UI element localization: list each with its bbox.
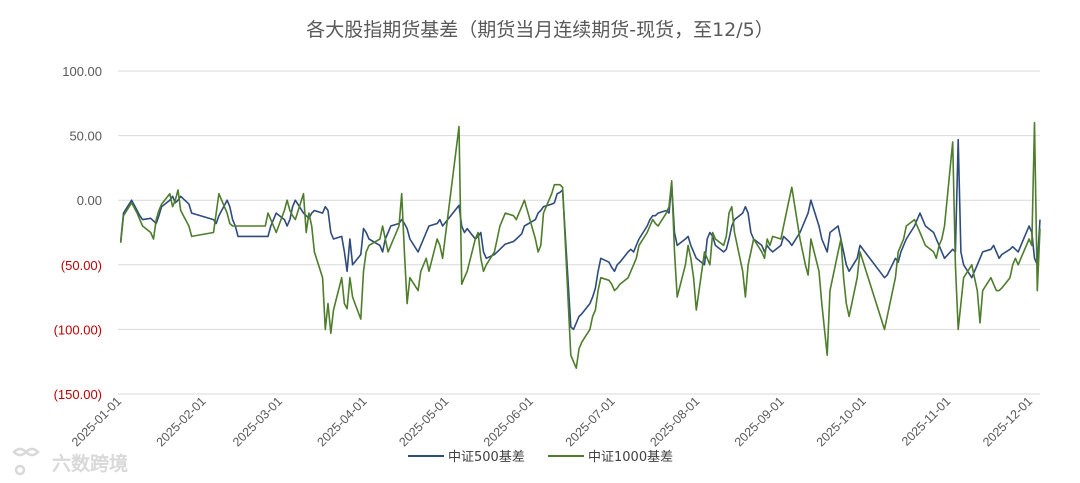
x-tick-label: 2025-10-01 [814, 394, 869, 449]
series-line-zz500 [119, 138, 1041, 331]
y-axis-ticks: 100.00 50.00 0.00 (50.00) (100.00) (150.00) [54, 64, 102, 402]
watermark-text: 六数跨境 [52, 452, 128, 475]
x-tick-label: 2025-04-01 [315, 394, 370, 449]
x-tick-label: 2025-12-01 [980, 394, 1035, 449]
legend: 中证500基差 中证1000基差 [408, 450, 673, 465]
x-axis-ticks: 2025-01-01 2025-02-01 2025-03-01 2025-04-01… [69, 394, 1035, 449]
x-tick-label: 2025-07-01 [563, 394, 618, 449]
series-line-zz1000 [119, 121, 1041, 370]
legend-label-zz500: 中证500基差 [448, 450, 525, 465]
y-tick-label: 50.00 [69, 129, 102, 144]
watermark-logo [12, 447, 40, 476]
y-tick-label: 100.00 [62, 64, 102, 79]
watermark: 六数跨境 [12, 447, 128, 476]
grid-lines [118, 70, 1040, 395]
series-lines [119, 121, 1041, 370]
x-tick-label: 2025-03-01 [230, 394, 285, 449]
y-tick-label: (150.00) [54, 387, 102, 402]
x-tick-label: 2025-05-01 [396, 394, 451, 449]
x-tick-label: 2025-08-01 [647, 394, 702, 449]
legend-label-zz1000: 中证1000基差 [588, 450, 673, 465]
x-tick-label: 2025-01-01 [69, 394, 124, 449]
x-tick-label: 2025-11-01 [899, 394, 953, 448]
x-tick-label: 2025-06-01 [481, 394, 536, 449]
x-tick-label: 2025-02-01 [154, 394, 209, 449]
x-tick-label: 2025-09-01 [732, 394, 787, 449]
y-tick-label: 0.00 [77, 193, 102, 208]
y-tick-label: (50.00) [61, 258, 102, 273]
y-tick-label: (100.00) [54, 322, 102, 337]
chart-title: 各大股指期货基差（期货当月连续期货-现货，至12/5） [306, 19, 774, 41]
